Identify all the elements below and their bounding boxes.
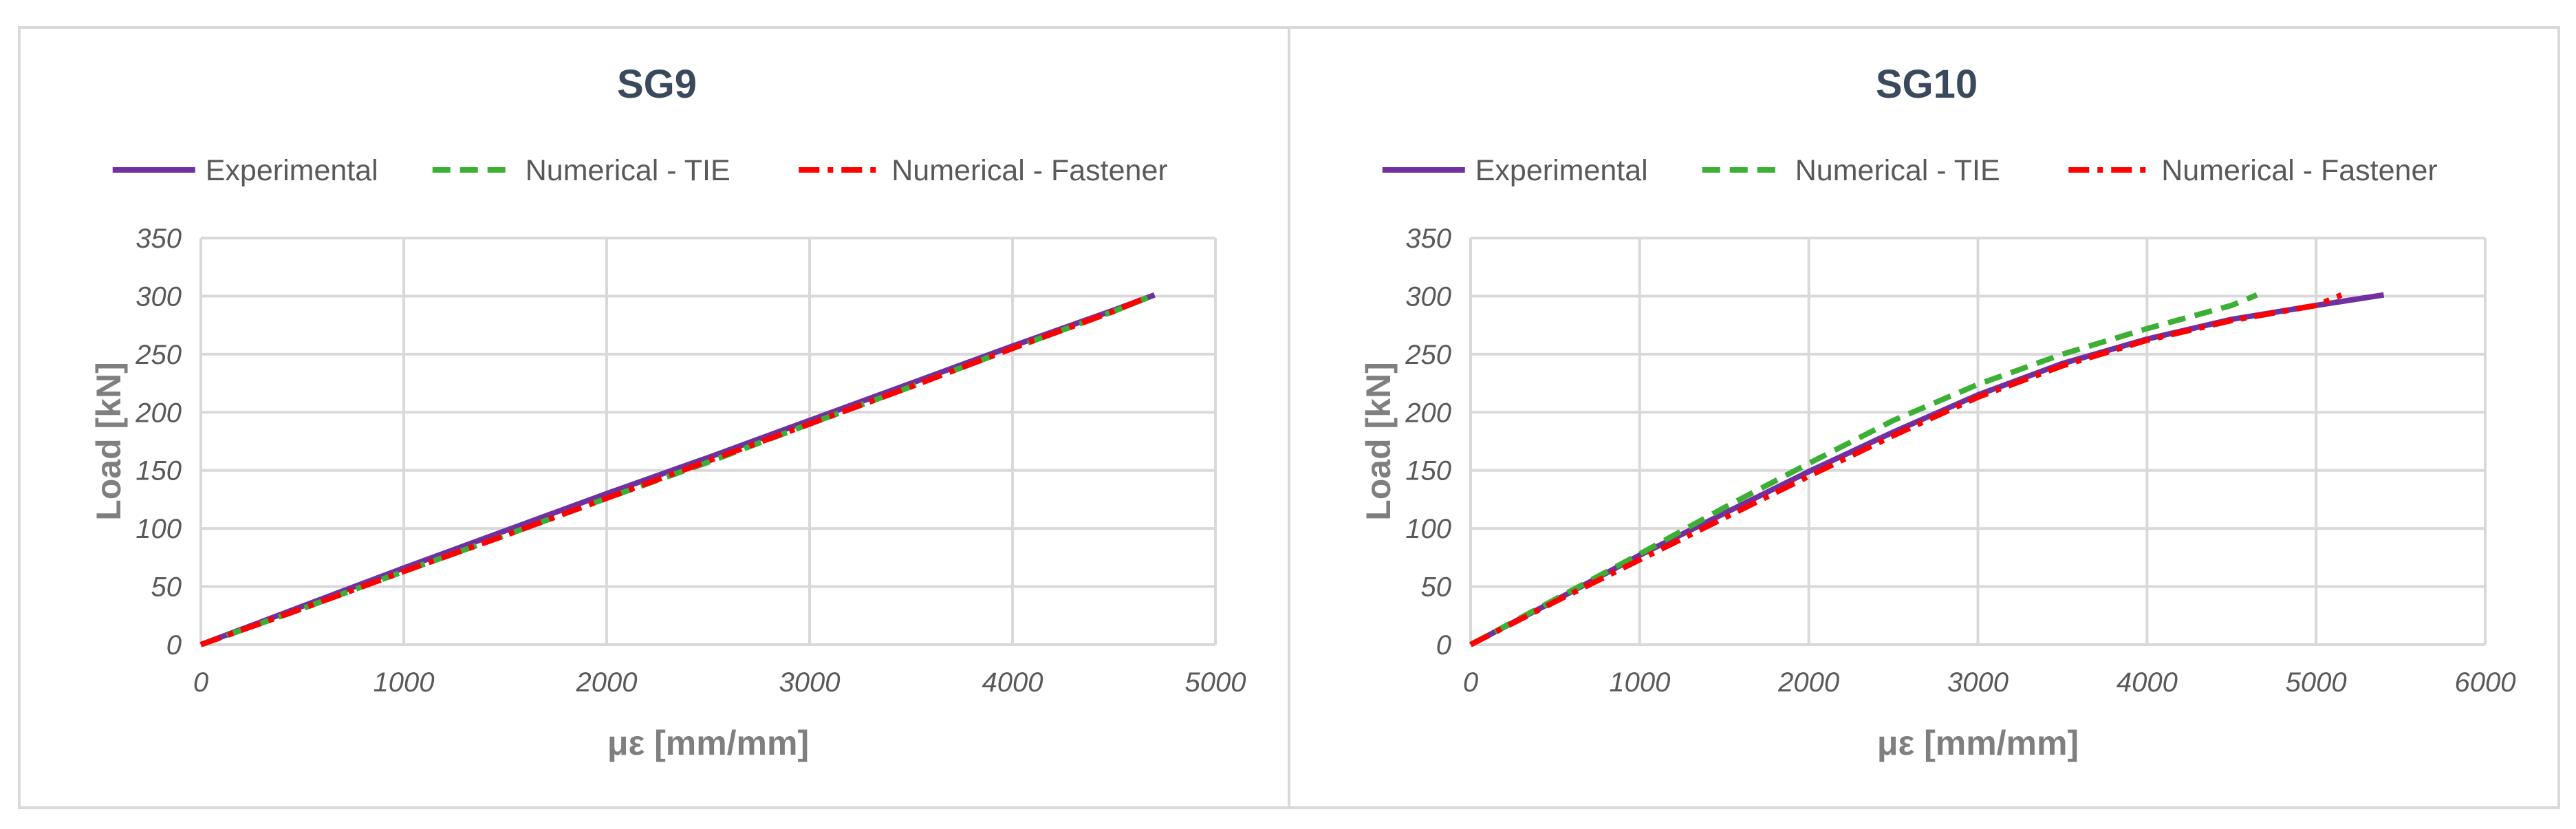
legend-item-numerical-tie: Numerical - TIE (1702, 154, 2000, 187)
y-tick-label: 350 (136, 224, 182, 254)
x-tick-label: 5000 (2286, 667, 2347, 698)
y-axis-title: Load [kN] (89, 362, 128, 521)
y-tick-label: 100 (1405, 514, 1451, 544)
y-tick-label: 300 (1405, 281, 1451, 312)
x-axis-title: με [mm/mm] (607, 724, 809, 762)
y-tick-label: 350 (1405, 224, 1451, 254)
legend-label: Experimental (206, 154, 378, 187)
x-tick-label: 1000 (374, 667, 435, 698)
y-tick-label: 50 (151, 572, 182, 603)
x-tick-label: 6000 (2455, 667, 2516, 698)
legend-label: Numerical - TIE (1795, 154, 2000, 187)
x-tick-label: 3000 (779, 667, 841, 698)
x-tick-label: 1000 (1609, 667, 1670, 698)
chart-panel-sg9: SG9 Experimental Numerical - TIE Numerical … (18, 26, 1290, 809)
x-tick-label: 0 (193, 667, 208, 698)
legend-label: Numerical - Fastener (2161, 154, 2437, 187)
legend-item-numerical-fastener: Numerical - Fastener (799, 154, 1168, 187)
chart-sg10: SG10 Experimental Numerical - TIE Numerical… (1359, 62, 2516, 762)
y-axis-title: Load [kN] (1359, 362, 1398, 521)
x-tick-label: 2000 (1777, 667, 1839, 698)
x-tick-label: 0 (1463, 667, 1478, 698)
y-tick-label: 150 (1405, 456, 1451, 486)
series-line-numerical-tie (1469, 292, 2258, 647)
y-tick-label: 200 (135, 398, 182, 428)
legend-item-numerical-tie: Numerical - TIE (432, 154, 730, 187)
y-tick-label: 100 (136, 514, 182, 544)
x-tick-label: 3000 (1947, 667, 2009, 698)
y-tick-label: 0 (1436, 630, 1451, 660)
x-tick-label: 2000 (576, 667, 638, 698)
x-axis-title: με [mm/mm] (1877, 724, 2079, 762)
y-tick-label: 50 (1421, 572, 1452, 603)
legend-label: Numerical - Fastener (891, 154, 1167, 187)
y-tick-label: 300 (136, 281, 182, 312)
legend-label: Experimental (1475, 154, 1648, 187)
legend-item-numerical-fastener: Numerical - Fastener (2068, 154, 2438, 187)
chart-title: SG10 (1876, 62, 1978, 107)
y-tick-label: 0 (166, 630, 182, 660)
chart-title: SG9 (617, 62, 697, 107)
y-tick-label: 200 (1405, 398, 1451, 428)
series-line-numerical-fastener (199, 296, 1146, 647)
x-tick-label: 4000 (2117, 667, 2178, 698)
x-tick-label: 5000 (1185, 667, 1246, 698)
y-tick-label: 250 (135, 340, 182, 370)
series-line-numerical-fastener (1469, 292, 2343, 647)
y-tick-label: 150 (136, 456, 182, 486)
chart-sg9: SG9 Experimental Numerical - TIE Numerical … (89, 62, 1246, 762)
legend-item-experimental: Experimental (1382, 154, 1648, 187)
legend-item-experimental: Experimental (112, 154, 378, 187)
chart-panel-sg10: SG10 Experimental Numerical - TIE Numerical… (1288, 26, 2560, 809)
y-tick-label: 250 (1405, 340, 1451, 370)
x-tick-label: 4000 (982, 667, 1043, 698)
legend-label: Numerical - TIE (526, 154, 730, 187)
